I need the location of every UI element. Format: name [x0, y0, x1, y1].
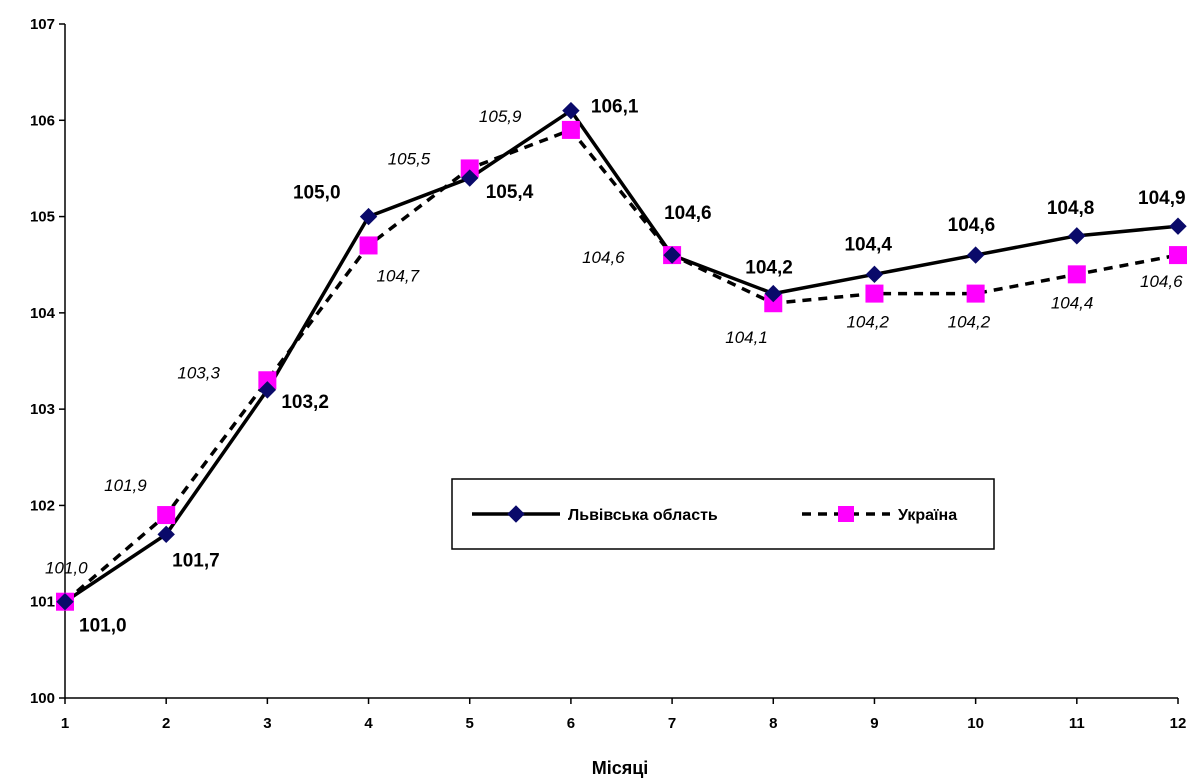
data-label-lviv: 101,7	[172, 550, 220, 571]
data-label-lviv: 104,6	[948, 215, 996, 236]
y-tick-label: 107	[30, 16, 55, 33]
data-label-ukraine: 104,2	[846, 313, 889, 332]
marker-lviv	[56, 593, 74, 611]
marker-lviv	[562, 101, 580, 120]
x-tick-label: 1	[61, 715, 69, 732]
marker-lviv	[461, 169, 479, 187]
marker-lviv	[966, 246, 985, 264]
legend-label-ukraine: Україна	[898, 507, 957, 524]
data-label-lviv: 101,0	[79, 616, 127, 637]
data-label-lviv: 104,9	[1138, 188, 1186, 209]
legend: Львівська область Україна	[451, 478, 995, 550]
y-tick-label: 102	[30, 497, 55, 514]
data-label-lviv: 104,2	[745, 258, 793, 279]
marker-ukraine	[1169, 246, 1187, 265]
marker-ukraine	[359, 236, 378, 255]
marker-ukraine	[966, 284, 985, 303]
data-label-ukraine: 101,9	[104, 476, 147, 495]
data-label-lviv: 104,6	[664, 203, 712, 224]
x-tick-label: 5	[466, 715, 474, 732]
marker-ukraine	[258, 371, 277, 390]
marker-lviv	[865, 265, 884, 284]
series-lines	[63, 108, 1179, 604]
marker-ukraine	[865, 284, 884, 303]
data-label-lviv: 103,2	[281, 392, 329, 413]
markers	[56, 101, 1187, 611]
data-label-ukraine: 104,7	[377, 266, 420, 285]
series-line-ukraine	[63, 128, 1179, 604]
x-tick-label: 11	[1069, 715, 1085, 732]
x-tick-label: 10	[967, 715, 984, 732]
marker-ukraine	[1067, 265, 1086, 284]
data-label-ukraine: 103,3	[177, 363, 220, 382]
x-tick-label: 7	[668, 715, 676, 732]
y-tick-label: 104	[30, 305, 56, 322]
marker-ukraine	[561, 120, 580, 139]
x-tick-label: 12	[1170, 715, 1187, 732]
x-tick-label: 2	[162, 715, 170, 732]
data-label-lviv: 104,4	[844, 234, 892, 255]
x-axis-title: Місяці	[592, 758, 649, 778]
data-label-lviv: 105,4	[486, 182, 534, 203]
data-label-ukraine: 104,6	[1140, 272, 1183, 291]
marker-ukraine	[764, 294, 783, 313]
marker-lviv	[359, 207, 378, 226]
data-label-lviv: 104,8	[1047, 198, 1095, 219]
data-label-ukraine: 105,5	[388, 149, 431, 168]
x-tick-label: 6	[567, 715, 575, 732]
data-label-lviv: 106,1	[591, 97, 639, 118]
legend-marker-ukraine	[838, 506, 854, 522]
data-label-lviv: 105,0	[293, 183, 341, 204]
x-tick-label: 9	[870, 715, 878, 732]
marker-lviv	[663, 246, 681, 264]
y-tick-label: 106	[30, 112, 55, 129]
data-label-ukraine: 104,1	[725, 328, 768, 347]
marker-lviv	[1169, 217, 1187, 235]
legend-label-lviv: Львівська область	[568, 507, 718, 524]
data-label-ukraine: 104,2	[948, 313, 991, 332]
marker-lviv	[157, 525, 175, 544]
series-line-lviv	[64, 108, 1179, 604]
marker-ukraine	[460, 159, 479, 178]
y-tick-label: 105	[30, 209, 55, 226]
y-tick-label: 103	[30, 401, 55, 418]
legend-marker-lviv	[507, 505, 525, 523]
x-tick-label: 4	[364, 715, 373, 732]
y-tick-label: 100	[30, 690, 55, 707]
data-label-ukraine: 101,0	[45, 559, 88, 578]
data-labels: 101,0 101,7 103,2 105,0 105,4 106,1 104,6 104,2…	[45, 97, 1186, 637]
marker-ukraine	[157, 506, 176, 525]
data-label-ukraine: 104,4	[1051, 293, 1094, 312]
data-label-ukraine: 104,6	[582, 248, 625, 267]
marker-lviv	[764, 284, 782, 303]
marker-lviv	[1068, 227, 1086, 245]
marker-lviv	[258, 381, 277, 399]
x-tick-label: 8	[769, 715, 777, 732]
data-label-ukraine: 105,9	[479, 107, 522, 126]
y-tick-label: 101	[30, 594, 55, 611]
x-tick-label: 3	[263, 715, 271, 732]
